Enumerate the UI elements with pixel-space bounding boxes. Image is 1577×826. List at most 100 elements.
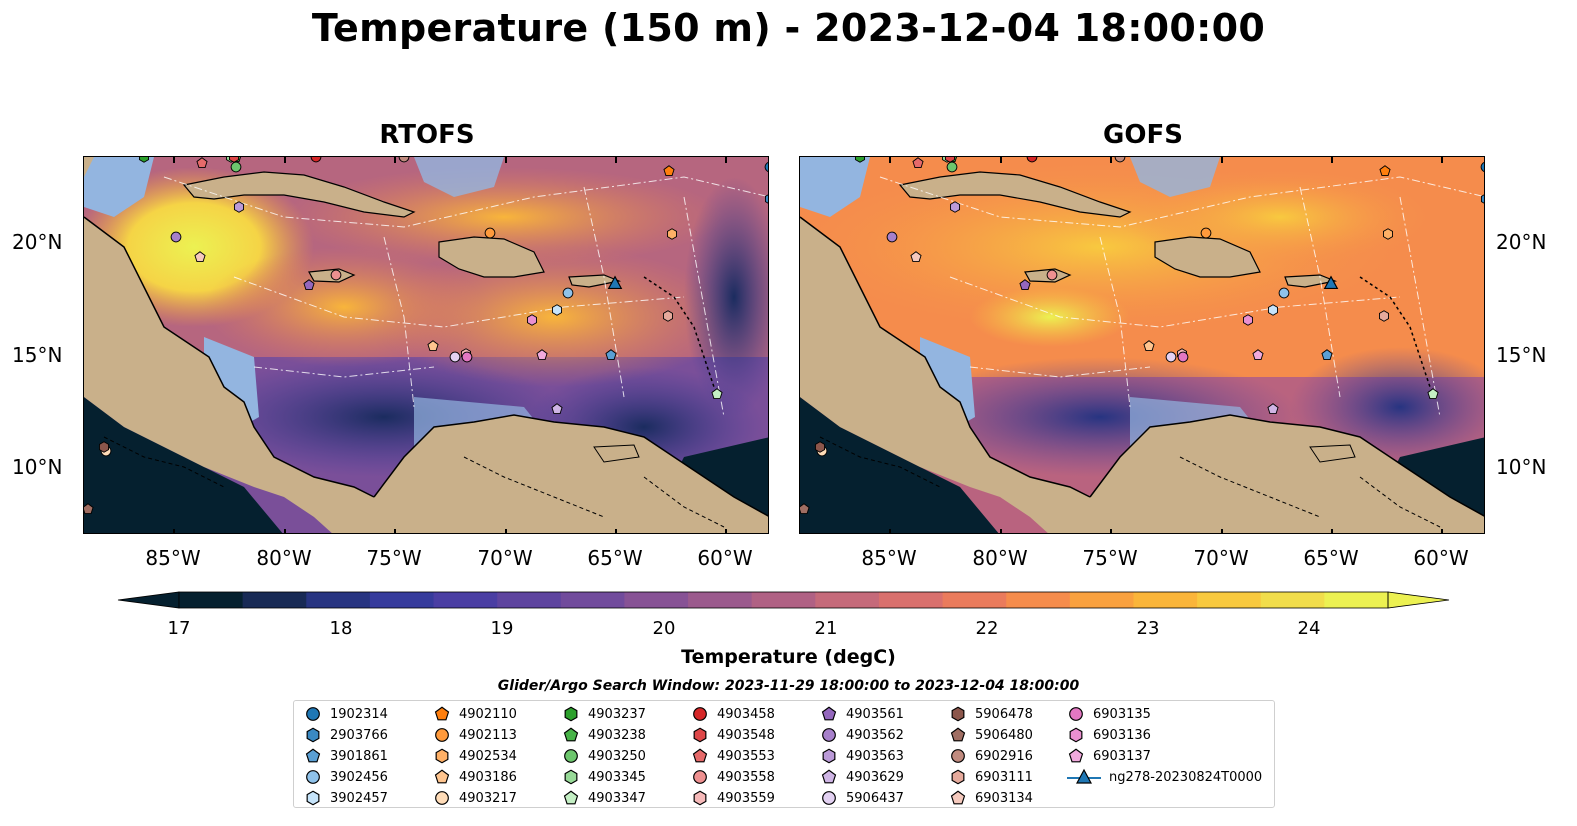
colorbar-cell (1069, 592, 1134, 608)
legend-entry: 4903553 (691, 746, 775, 766)
lon-tick-label: 65°W (587, 546, 643, 570)
legend-entry: 2903766 (304, 725, 388, 745)
circle-marker-icon (822, 728, 836, 742)
legend-entry: 4903558 (691, 767, 775, 787)
float-marker-4902113 (1200, 227, 1212, 239)
colorbar-tick-label: 21 (814, 618, 838, 639)
legend-entry-label: 6903136 (1093, 727, 1151, 743)
float-marker-4903347 (711, 388, 723, 400)
circle-marker-icon (693, 707, 707, 721)
rtofs-map (83, 156, 769, 534)
float-marker-4902110 (663, 165, 675, 177)
colorbar-cell (1133, 592, 1198, 608)
float-marker-4903558 (1046, 269, 1058, 281)
colorbar-cell (1324, 592, 1389, 608)
legend-entry: 4903561 (820, 704, 904, 724)
lon-tick-label: 70°W (477, 546, 533, 570)
panel-title-rtofs: RTOFS (379, 120, 475, 150)
pentagon-marker-icon (563, 790, 579, 805)
pentagon-marker-icon (950, 790, 966, 805)
float-marker-4903562 (170, 231, 182, 243)
legend-entry: 4903563 (820, 746, 904, 766)
legend-entry: 3901861 (304, 746, 388, 766)
float-marker-4903629 (551, 403, 563, 415)
lon-tick-label: 70°W (1193, 546, 1249, 570)
colorbar-cell (179, 592, 244, 608)
float-marker-4903548 (228, 157, 240, 163)
lat-tick-label: 10°N (1496, 455, 1547, 479)
legend-entry: 6902916 (949, 746, 1033, 766)
float-marker-5906480 (84, 503, 94, 515)
colorbar-cell (942, 592, 1007, 608)
circle-marker-icon (306, 707, 320, 721)
colorbar-frame (178, 591, 1389, 609)
legend-entry-label: ng278-20230824T0000 (1109, 769, 1263, 785)
triangle-marker-icon (1067, 768, 1101, 784)
legend-entry: 6903111 (949, 767, 1033, 787)
legend-entry: 3902457 (304, 788, 388, 808)
float-marker-5906480 (800, 503, 810, 515)
float-marker-4903237 (138, 157, 150, 163)
float-marker-6902916 (1114, 157, 1126, 163)
legend-entry: 4903548 (691, 725, 775, 745)
legend-entry-label: 5906480 (975, 727, 1033, 743)
legend-entry-label: 4903345 (588, 769, 646, 785)
legend-entry: 4903250 (562, 746, 646, 766)
legend-entry: 4903562 (820, 725, 904, 745)
hexagon-marker-icon (951, 706, 965, 722)
float-marker-6903111 (1378, 310, 1390, 322)
float-marker-4903553 (196, 157, 208, 169)
float-marker-4903250 (946, 161, 958, 173)
legend-entry-label: 4903217 (459, 790, 517, 806)
glider-marker-ng278 (607, 275, 623, 289)
legend-entry-label: 3902457 (330, 790, 388, 806)
legend-entry: 4903237 (562, 704, 646, 724)
legend-entry: 4903186 (433, 767, 517, 787)
legend-entry-label: 1902314 (330, 706, 388, 722)
colorbar (117, 591, 1450, 609)
colorbar-cell (624, 592, 689, 608)
float-marker-6903134 (910, 251, 922, 263)
glider-marker-ng278 (1323, 275, 1339, 289)
colorbar-tick-label: 18 (329, 618, 353, 639)
float-marker-4903458 (1026, 157, 1038, 163)
circle-marker-icon (306, 770, 320, 784)
float-marker-6903111 (662, 310, 674, 322)
pentagon-marker-icon (563, 727, 579, 742)
float-marker-5906437 (1165, 351, 1177, 363)
lat-tick-label: 15°N (12, 343, 63, 367)
legend-entry-label: 4902110 (459, 706, 517, 722)
hexagon-marker-icon (693, 790, 707, 806)
legend-entry-label: 4903186 (459, 769, 517, 785)
float-marker-5906437 (449, 351, 461, 363)
circle-marker-icon (435, 728, 449, 742)
colorbar-cell (751, 592, 816, 608)
colorbar-min-extend (117, 591, 180, 609)
lat-tick-label: 10°N (12, 455, 63, 479)
float-marker-4902113 (484, 227, 496, 239)
float-marker-1902314 (764, 162, 768, 172)
float-marker-4902110 (1379, 165, 1391, 177)
float-marker-6903136 (1242, 314, 1254, 326)
circle-marker-icon (822, 791, 836, 805)
legend-entry: 4903629 (820, 767, 904, 787)
lon-tick-label: 85°W (145, 546, 201, 570)
legend-entry: 4903217 (433, 788, 517, 808)
lon-tick-label: 80°W (972, 546, 1028, 570)
float-marker-4902534 (666, 228, 678, 240)
float-marker-3902457 (1267, 304, 1279, 316)
float-marker-6903137 (1252, 349, 1264, 361)
legend-entry-label: 4903563 (846, 748, 904, 764)
float-marker-6903135 (461, 351, 473, 363)
legend-entry: 6903136 (1067, 725, 1151, 745)
lon-tick-label: 65°W (1303, 546, 1359, 570)
float-marker-6902916 (398, 157, 410, 163)
legend-entry: 4903559 (691, 788, 775, 808)
colorbar-tick-label: 24 (1297, 618, 1321, 639)
float-marker-3902456 (562, 287, 574, 299)
float-marker-4903548 (944, 157, 956, 163)
float-marker-3902457 (551, 304, 563, 316)
pentagon-marker-icon (821, 706, 837, 721)
legend-entry-label: 4903629 (846, 769, 904, 785)
float-marker-4903553 (912, 157, 924, 169)
